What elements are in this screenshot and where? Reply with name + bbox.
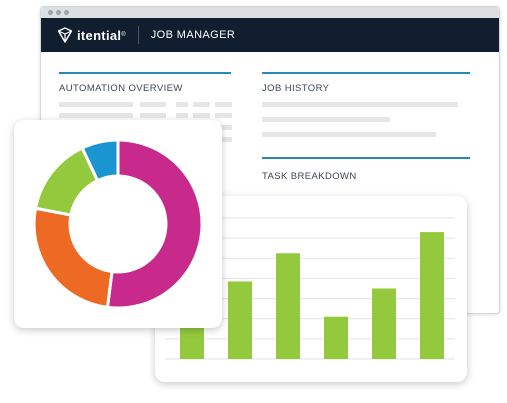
bar[interactable] <box>228 281 252 359</box>
bar[interactable] <box>420 232 444 359</box>
placeholder-line <box>215 125 232 130</box>
window-dot[interactable] <box>64 10 69 15</box>
bar[interactable] <box>324 316 348 359</box>
placeholder-line <box>59 113 133 118</box>
window-dot[interactable] <box>56 10 61 15</box>
app-header: itential ® JOB MANAGER <box>41 18 499 52</box>
placeholder-line <box>193 113 210 118</box>
bar[interactable] <box>276 253 300 359</box>
donut-slice[interactable] <box>32 206 114 310</box>
header-divider <box>137 26 139 44</box>
placeholder-line <box>176 102 188 107</box>
brand-name: itential <box>77 27 122 43</box>
automation-overview-rule <box>59 72 231 74</box>
job-history-rule <box>262 72 470 74</box>
placeholder-line <box>262 132 436 137</box>
task-breakdown-title: TASK BREAKDOWN <box>262 171 357 182</box>
brand-logo[interactable]: itential ® <box>57 27 126 43</box>
bar[interactable] <box>372 288 396 360</box>
donut-slice[interactable] <box>105 138 204 310</box>
automation-overview-title: AUTOMATION OVERVIEW <box>59 83 183 94</box>
window-chrome <box>41 7 499 18</box>
placeholder-line <box>262 117 390 122</box>
donut-slice[interactable] <box>80 138 120 183</box>
placeholder-line <box>140 113 166 118</box>
donut-chart <box>32 138 204 310</box>
brand-registered-mark: ® <box>121 32 126 38</box>
placeholder-line <box>59 102 133 107</box>
placeholder-line <box>215 113 232 118</box>
window-dot[interactable] <box>48 10 53 15</box>
donut-chart-card <box>14 120 222 328</box>
placeholder-line <box>215 102 232 107</box>
placeholder-line <box>215 137 232 142</box>
page-title: JOB MANAGER <box>150 29 236 41</box>
job-history-title: JOB HISTORY <box>262 83 330 94</box>
placeholder-line <box>193 102 210 107</box>
task-breakdown-rule <box>262 157 470 159</box>
placeholder-line <box>262 102 458 107</box>
placeholder-line <box>176 113 188 118</box>
itential-logo-icon <box>57 27 73 43</box>
placeholder-line <box>140 102 166 107</box>
